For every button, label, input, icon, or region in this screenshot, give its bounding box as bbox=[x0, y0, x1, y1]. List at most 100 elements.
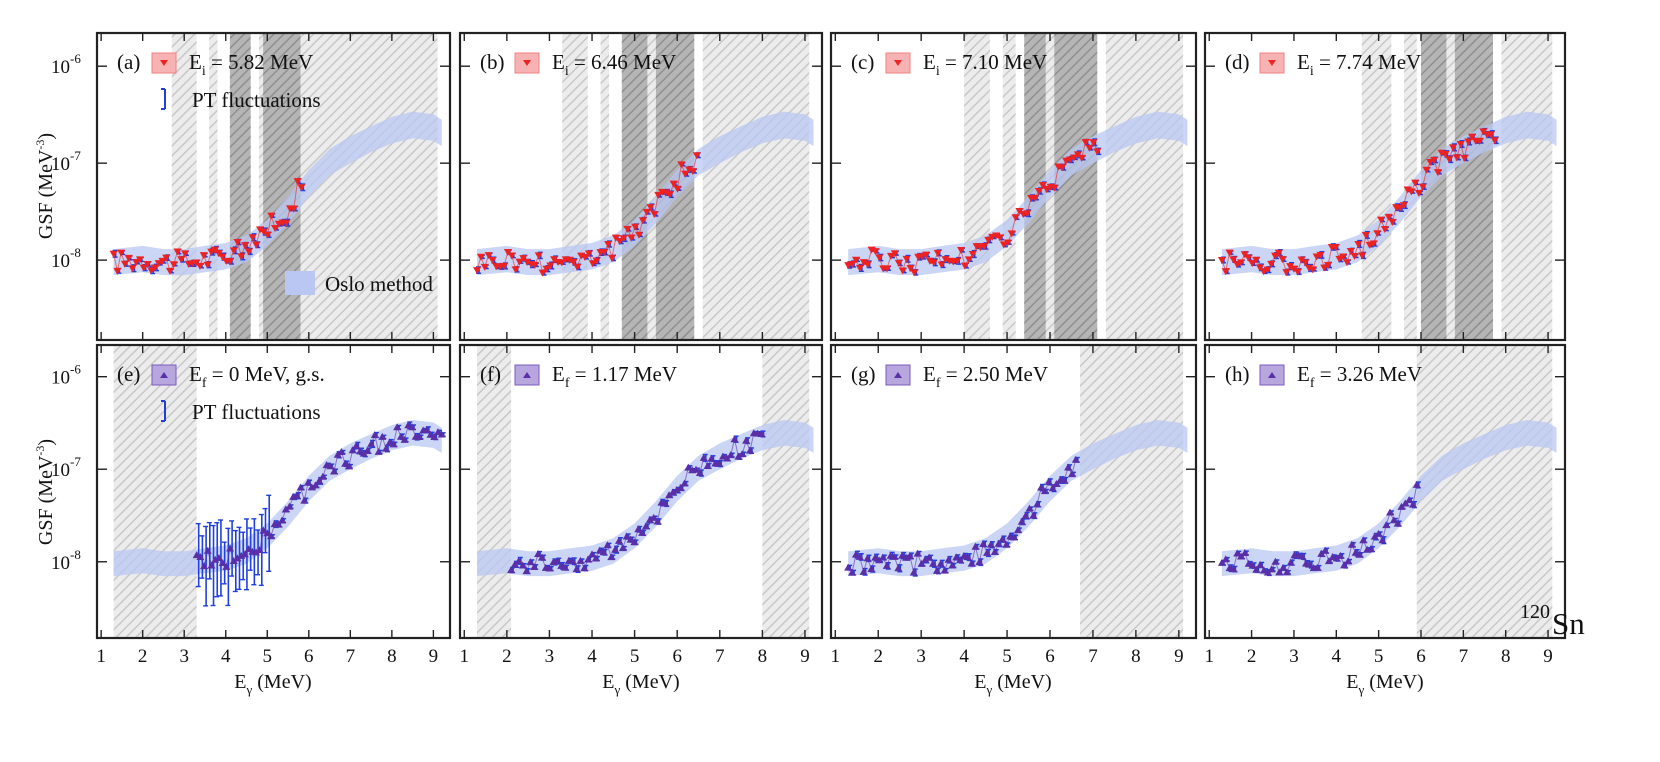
data-point-g-59 bbox=[1071, 455, 1080, 463]
hatch-region-c-3 bbox=[1105, 33, 1184, 340]
hatch-region-b-3 bbox=[702, 33, 810, 340]
x-tick-label-h-1: 2 bbox=[1247, 646, 1257, 667]
legend-label-g: Ef = 2.50 MeV bbox=[923, 362, 1048, 391]
panel-f: 1 2 3 4 5 6 7 8 9 (f) Ef = 1.17 MeV bbox=[458, 343, 824, 667]
x-tick-label-h-3: 4 bbox=[1332, 646, 1342, 667]
x-tick-label-g-8: 9 bbox=[1174, 646, 1184, 667]
data-point-e-3 bbox=[203, 546, 212, 554]
panel-frame-c bbox=[829, 31, 1198, 342]
panel-e: 1 2 3 4 5 6 7 8 910-610-710-8(e) Ef = 0 MeV, g.s.… bbox=[51, 343, 452, 667]
legend-marker-h bbox=[1268, 372, 1276, 378]
x-tick-label-g-6: 7 bbox=[1088, 646, 1098, 667]
y-axis-title-1: GSF (MeV-3) bbox=[33, 439, 57, 545]
x-tick-label-e-2: 3 bbox=[179, 646, 189, 667]
data-point-c-64 bbox=[1093, 148, 1102, 156]
panel-h: 1 2 3 4 5 6 7 8 9 (h) Ef = 3.26 MeV bbox=[1203, 343, 1567, 667]
oslo-band-e bbox=[113, 420, 442, 577]
hatch-region-g-0 bbox=[1080, 345, 1184, 638]
panel-g: 1 2 3 4 5 6 7 8 9 (g) Ef = 2.50 MeV bbox=[829, 343, 1198, 667]
panel-frame-g bbox=[829, 343, 1198, 640]
dark-hatch-region-a-0 bbox=[229, 33, 251, 340]
y-tick-label-e-0: 10-6 bbox=[51, 362, 81, 389]
hatch-region-b-0 bbox=[562, 33, 588, 340]
y-tick-label-a-0: 10-6 bbox=[51, 51, 81, 78]
panel-f-plot-area bbox=[477, 345, 814, 638]
data-line-f bbox=[510, 432, 762, 573]
dark-hatch-region-b-0 bbox=[621, 33, 648, 340]
data-line-b bbox=[476, 155, 698, 274]
y-tick-label-a-2: 10-8 bbox=[51, 245, 81, 272]
legend-marker-b bbox=[523, 60, 531, 66]
oslo-legend-label-a: Oslo method bbox=[325, 272, 433, 296]
x-tick-label-e-0: 1 bbox=[96, 646, 106, 667]
x-tick-label-e-7: 8 bbox=[387, 646, 397, 667]
hatch-region-f-0 bbox=[477, 345, 512, 638]
x-tick-label-g-3: 4 bbox=[959, 646, 969, 667]
panel-d-plot-area bbox=[1217, 33, 1557, 340]
data-point-f-58 bbox=[730, 435, 739, 443]
x-tick-label-f-5: 6 bbox=[672, 646, 682, 667]
dark-hatch-region-c-0 bbox=[1024, 33, 1046, 340]
data-line-a bbox=[113, 179, 302, 273]
panel-frame-d bbox=[1203, 31, 1567, 342]
data-line-e bbox=[196, 424, 442, 568]
panel-label-d: (d) bbox=[1225, 50, 1250, 74]
panel-e-plot-area bbox=[113, 345, 446, 638]
panel-c: (c) Ei = 7.10 MeV bbox=[829, 31, 1198, 342]
hatch-region-a-1 bbox=[209, 33, 218, 340]
x-axis-title-0: Eγ (MeV) bbox=[234, 671, 311, 697]
x-tick-label-f-4: 5 bbox=[630, 646, 640, 667]
oslo-band-d bbox=[1221, 111, 1557, 276]
data-point-d-72 bbox=[1490, 137, 1499, 145]
panel-d: (d) Ei = 7.74 MeV bbox=[1203, 31, 1567, 342]
x-tick-label-e-6: 7 bbox=[346, 646, 356, 667]
data-point-h-51 bbox=[1412, 480, 1421, 488]
data-point-d-37 bbox=[1358, 252, 1367, 260]
panel-frame-h bbox=[1203, 343, 1567, 640]
panel-frame-b bbox=[458, 31, 824, 342]
x-tick-label-h-6: 7 bbox=[1459, 646, 1469, 667]
x-tick-label-e-8: 9 bbox=[429, 646, 439, 667]
data-point-g-0 bbox=[844, 563, 853, 571]
data-line-h bbox=[1221, 484, 1418, 574]
y-axis-title-0: GSF (MeV-3) bbox=[33, 133, 57, 239]
data-line-c bbox=[848, 140, 1098, 274]
panel-frame-a bbox=[95, 31, 452, 342]
x-tick-label-f-3: 4 bbox=[587, 646, 597, 667]
data-point-d-57 bbox=[1433, 169, 1442, 177]
x-tick-label-g-1: 2 bbox=[873, 646, 883, 667]
data-line-g bbox=[847, 459, 1077, 574]
panel-label-h: (h) bbox=[1225, 362, 1250, 386]
x-tick-label-h-8: 9 bbox=[1543, 646, 1553, 667]
x-tick-label-f-1: 2 bbox=[502, 646, 512, 667]
legend-label-h: Ef = 3.26 MeV bbox=[1297, 362, 1422, 391]
data-point-d-68 bbox=[1475, 137, 1484, 145]
x-tick-label-h-0: 1 bbox=[1204, 646, 1214, 667]
hatch-region-a-0 bbox=[171, 33, 197, 340]
oslo-band-g bbox=[848, 420, 1188, 577]
oslo-band-a bbox=[113, 111, 442, 276]
pt-legend-label-e: PT fluctuations bbox=[192, 400, 321, 424]
oslo-legend-swatch-a bbox=[285, 271, 315, 295]
x-tick-label-g-5: 6 bbox=[1045, 646, 1055, 667]
legend-label-d: Ei = 7.74 MeV bbox=[1297, 50, 1421, 79]
x-tick-label-g-2: 3 bbox=[916, 646, 926, 667]
x-tick-label-h-7: 8 bbox=[1501, 646, 1511, 667]
legend-marker-d bbox=[1268, 60, 1276, 66]
hatch-region-b-1 bbox=[600, 33, 610, 340]
hatch-region-h-0 bbox=[1416, 345, 1553, 638]
panel-c-plot-area bbox=[844, 33, 1188, 340]
data-point-d-64 bbox=[1460, 154, 1469, 162]
panel-g-plot-area bbox=[844, 345, 1188, 638]
x-tick-label-e-5: 6 bbox=[304, 646, 314, 667]
oslo-band-h bbox=[1221, 420, 1557, 577]
y-tick-label-e-2: 10-8 bbox=[51, 547, 81, 574]
x-tick-label-e-3: 4 bbox=[221, 646, 231, 667]
x-tick-label-f-7: 8 bbox=[758, 646, 768, 667]
dark-hatch-region-d-1 bbox=[1454, 33, 1493, 340]
data-point-b-35 bbox=[607, 254, 616, 262]
hatch-region-a-4 bbox=[300, 33, 438, 340]
